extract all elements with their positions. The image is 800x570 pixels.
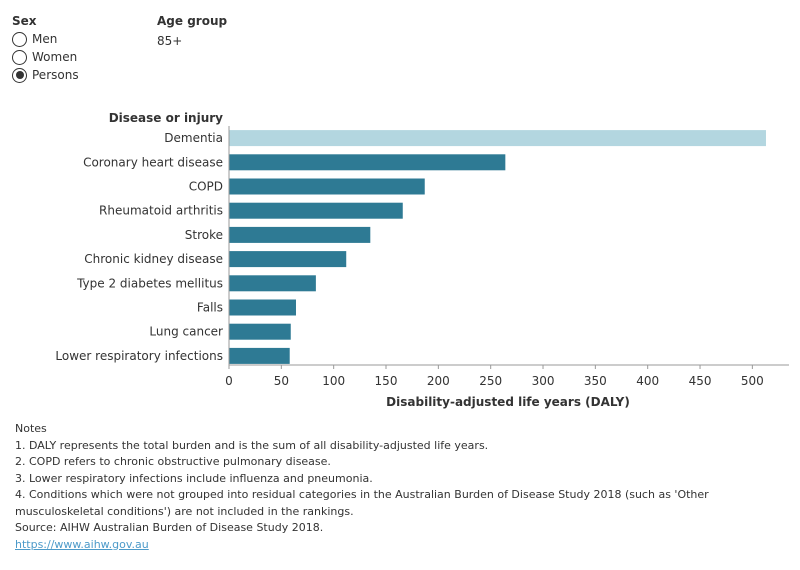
age-group-value[interactable]: 85+ <box>157 34 183 48</box>
note-item: 1. DALY represents the total burden and … <box>15 438 489 452</box>
sex-option-women[interactable]: Women <box>12 48 132 66</box>
sex-filter-title: Sex <box>12 14 37 28</box>
bar-copd[interactable] <box>229 178 425 195</box>
note-item: 2. COPD refers to chronic obstructive pu… <box>15 455 331 468</box>
x-axis-title: Disability-adjusted life years (DALY) <box>386 395 630 409</box>
radio-label: Men <box>32 32 58 46</box>
category-label: Lung cancer <box>149 325 223 339</box>
radio-button[interactable] <box>12 31 27 47</box>
bar-stroke[interactable] <box>229 226 371 243</box>
x-tick-label: 250 <box>479 374 502 388</box>
category-label: Dementia <box>164 131 223 145</box>
sex-option-persons[interactable]: Persons <box>12 66 132 84</box>
x-tick-label: 300 <box>532 374 555 388</box>
category-label: Type 2 diabetes mellitus <box>76 276 223 290</box>
notes-list: 1. DALY represents the total burden and … <box>15 438 785 521</box>
notes-source: Source: AIHW Australian Burden of Diseas… <box>15 521 324 534</box>
x-tick-label: 200 <box>427 374 450 388</box>
daly-bar-chart: Disease or injury Dementia Coronary heart … <box>55 111 789 409</box>
sex-options: Men Women Persons <box>12 30 132 84</box>
category-axis-title: Disease or injury <box>109 111 223 125</box>
age-group-title: Age group <box>157 14 228 28</box>
category-label: Coronary heart disease <box>83 155 223 169</box>
category-label: COPD <box>189 180 223 194</box>
x-tick-label: 450 <box>689 374 712 388</box>
radio-label: Persons <box>32 68 79 82</box>
bar-type-2-diabetes-mellitus[interactable] <box>229 275 316 292</box>
age-group-filter: Age group 85+ <box>157 14 277 48</box>
radio-label: Women <box>32 50 78 64</box>
x-tick-label: 50 <box>274 374 289 388</box>
category-label: Lower respiratory infections <box>55 349 223 363</box>
bar-coronary-heart-disease[interactable] <box>229 154 506 171</box>
bar-dementia[interactable] <box>229 130 766 147</box>
sex-option-men[interactable]: Men <box>12 30 132 48</box>
note-item: 3. Lower respiratory infections include … <box>15 471 373 485</box>
x-tick-label: 0 <box>225 374 233 388</box>
category-label: Falls <box>197 301 223 315</box>
bar-chronic-kidney-disease[interactable] <box>229 251 347 268</box>
x-tick-label: 500 <box>741 374 764 388</box>
source-link[interactable]: https://www.aihw.gov.au <box>15 537 149 551</box>
x-tick-label: 100 <box>322 374 345 388</box>
bar-lung-cancer[interactable] <box>229 323 291 340</box>
category-label: Stroke <box>185 228 223 242</box>
bar-lower-respiratory-infections[interactable] <box>229 347 290 364</box>
x-tick-label: 350 <box>584 374 607 388</box>
notes-section: Notes 1. DALY represents the total burde… <box>15 421 785 553</box>
category-label: Chronic kidney disease <box>84 252 223 266</box>
sex-filter: Sex Men Women Persons <box>12 14 132 84</box>
radio-button[interactable] <box>12 67 27 83</box>
radio-button[interactable] <box>12 49 27 65</box>
notes-title: Notes <box>15 422 47 435</box>
bar-rheumatoid-arthritis[interactable] <box>229 202 403 219</box>
x-tick-label: 150 <box>375 374 398 388</box>
note-item: 4. Conditions which were not grouped int… <box>15 488 709 518</box>
x-tick-label: 400 <box>636 374 659 388</box>
bar-falls[interactable] <box>229 299 296 316</box>
category-label: Rheumatoid arthritis <box>99 204 223 218</box>
